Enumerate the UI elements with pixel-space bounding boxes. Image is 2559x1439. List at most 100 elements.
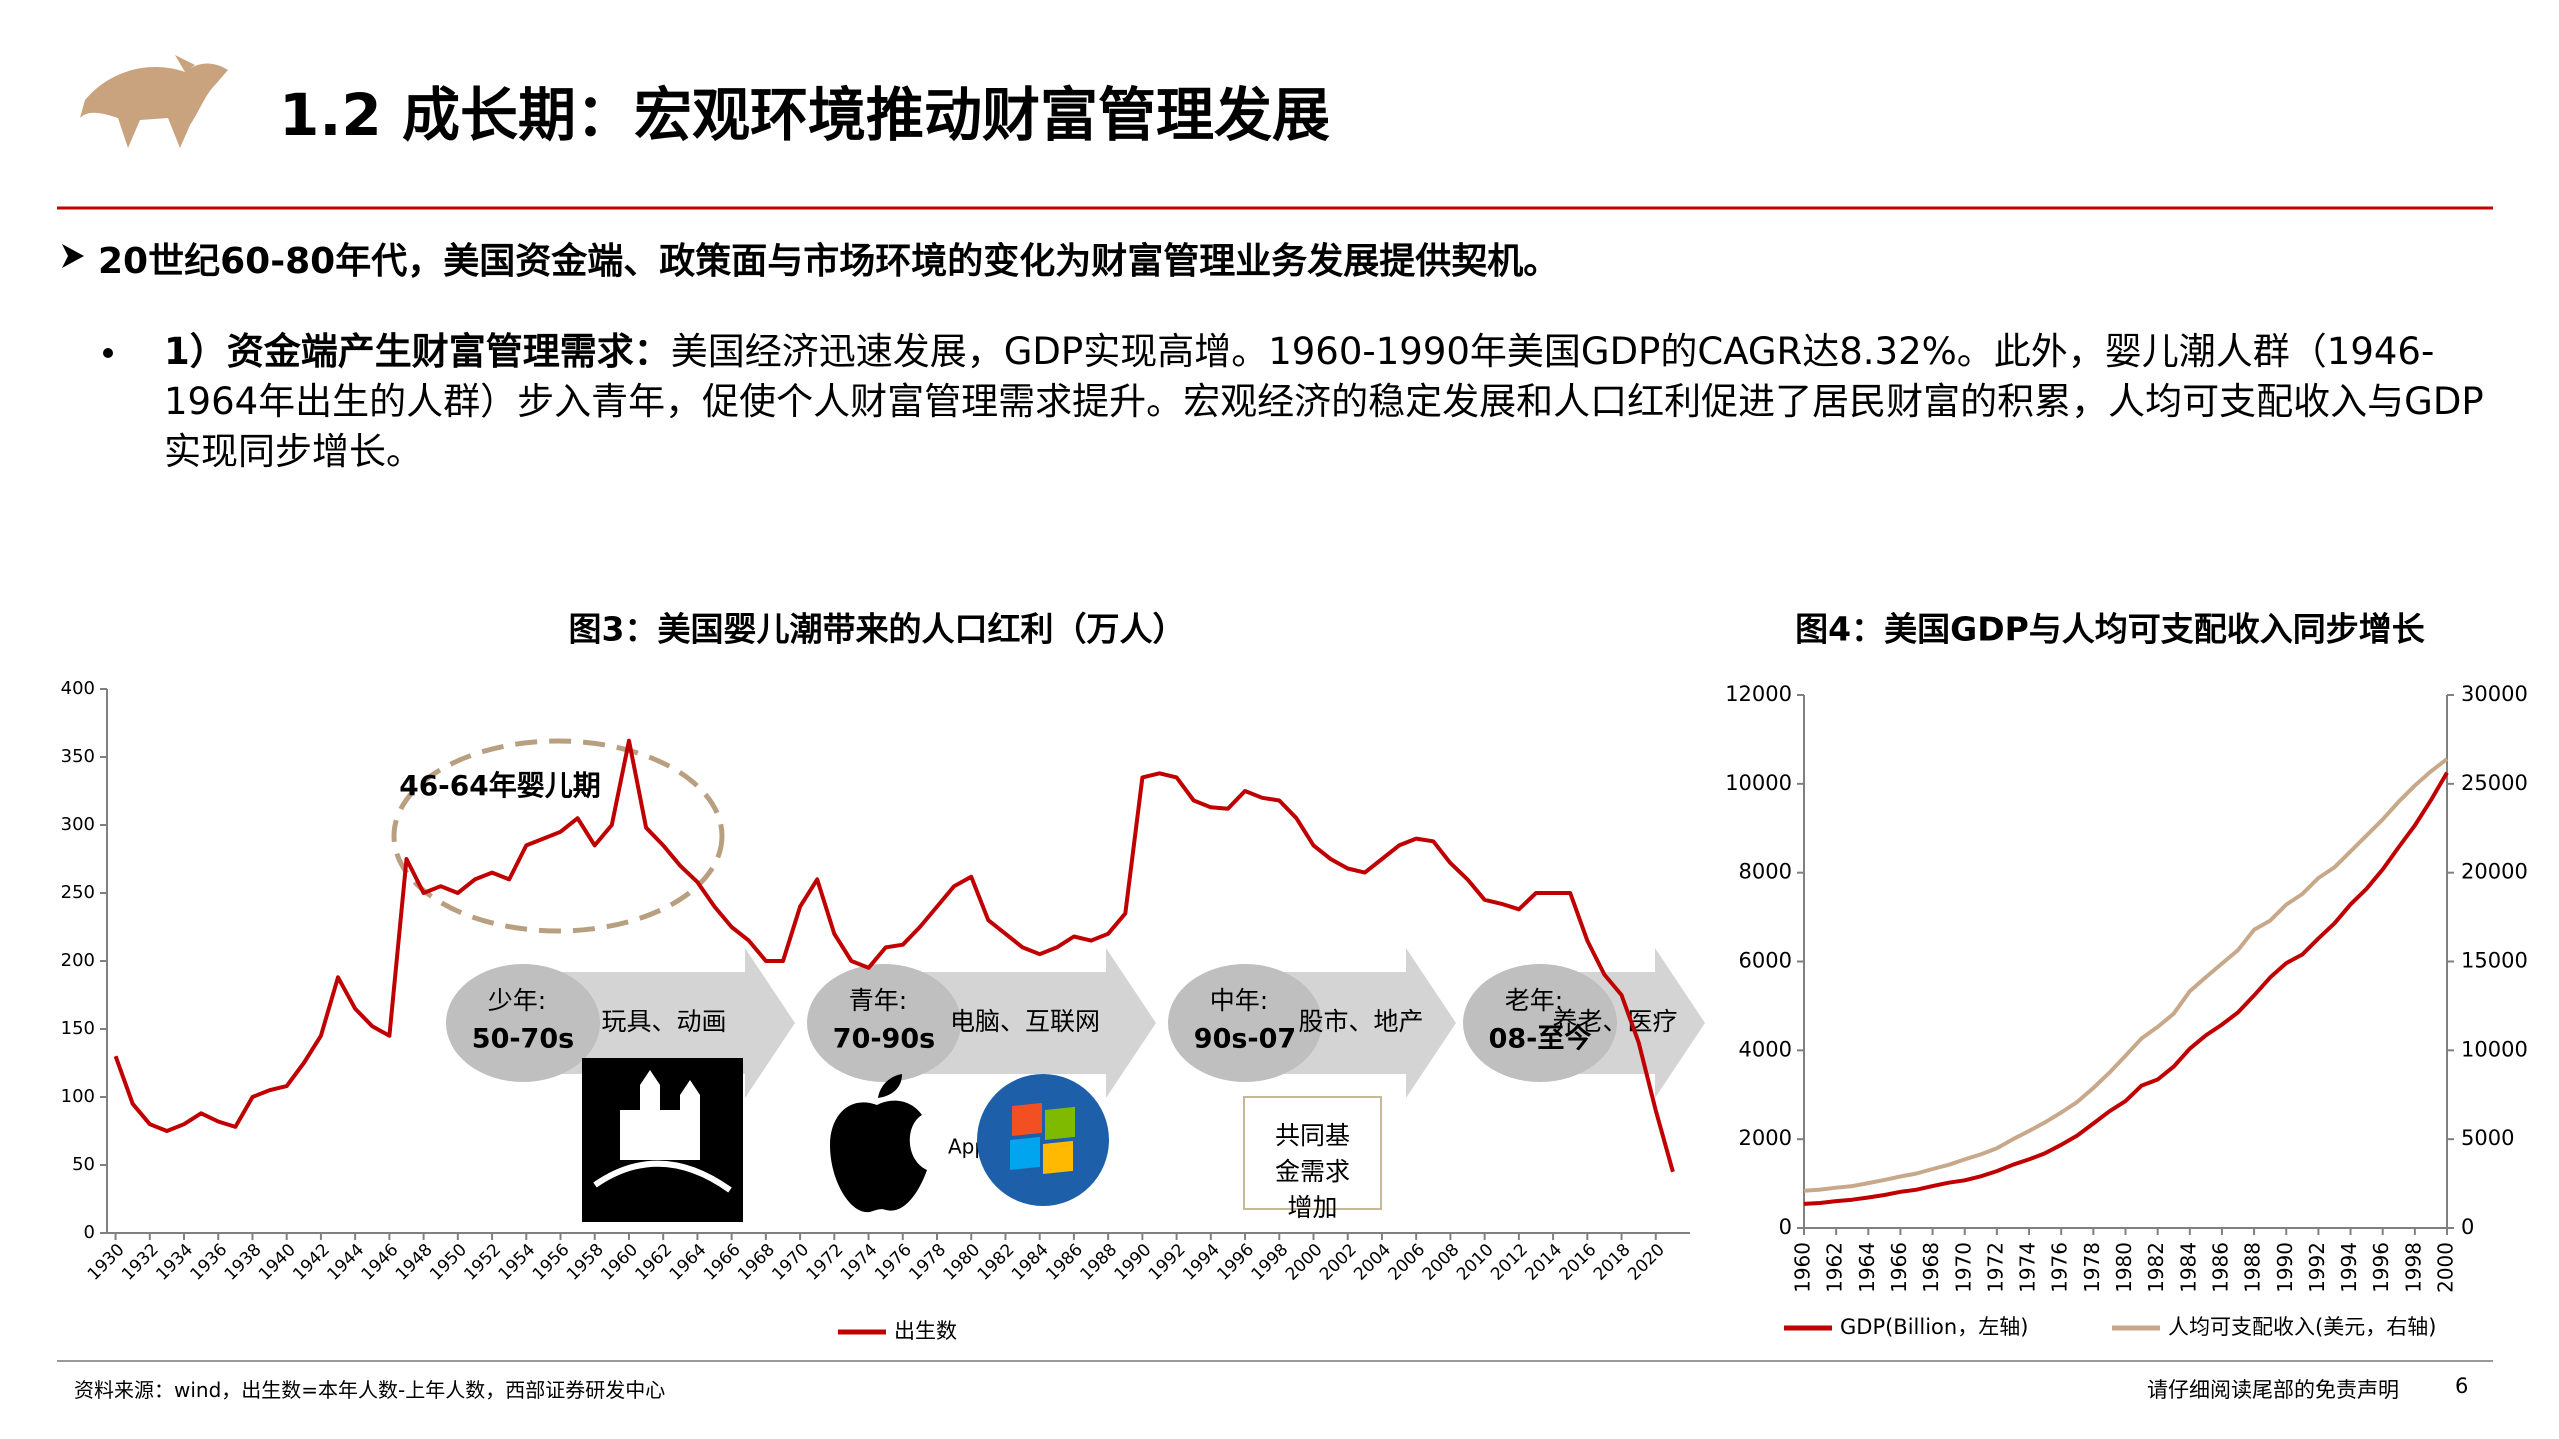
x-tick-label: 1974 xyxy=(2016,1242,2040,1293)
y-tick-label: 8000 xyxy=(1739,860,1792,884)
baby-boom-ring xyxy=(391,738,725,934)
source: 资料来源：wind，出生数=本年人数-上年人数，西部证券研发中心 xyxy=(74,1378,666,1402)
x-tick-label: 1972 xyxy=(803,1240,848,1285)
x-tick-label: 2004 xyxy=(1350,1240,1395,1285)
y2-tick-label: 0 xyxy=(2461,1215,2474,1239)
stage-circle xyxy=(446,964,600,1082)
stage-theme: 股市、地产 xyxy=(1298,1007,1423,1036)
stage-title: 老年: xyxy=(1505,986,1563,1015)
x-tick-label: 1940 xyxy=(255,1240,300,1285)
x-tick-label: 1998 xyxy=(2401,1242,2425,1293)
x-tick-label: 1930 xyxy=(84,1240,129,1285)
y-tick-label: 250 xyxy=(61,882,95,903)
stage-period: 08-至今 xyxy=(1489,1023,1592,1055)
y2-tick-label: 20000 xyxy=(2461,860,2528,884)
stage-title: 青年: xyxy=(849,986,907,1015)
stage-theme: 电脑、互联网 xyxy=(950,1007,1100,1036)
fund-note: 共同基金需求增加 xyxy=(1243,1096,1382,1222)
y-tick-label: 2000 xyxy=(1739,1126,1792,1150)
x-tick-label: 1932 xyxy=(118,1240,163,1285)
stage-title: 少年: xyxy=(488,986,546,1015)
x-tick-label: 1966 xyxy=(700,1240,745,1285)
y2-tick-label: 5000 xyxy=(2461,1126,2514,1150)
y-tick-label: 50 xyxy=(72,1154,95,1175)
x-tick-label: 1968 xyxy=(1919,1242,1943,1293)
stage-period: 90s-07 xyxy=(1194,1024,1296,1055)
x-tick-label: 2012 xyxy=(1487,1240,1532,1285)
x-tick-label: 2000 xyxy=(2434,1242,2458,1293)
x-tick-label: 1962 xyxy=(1823,1242,1847,1293)
x-tick-label: 1984 xyxy=(1008,1240,1053,1285)
windows-pane xyxy=(1043,1140,1073,1174)
x-tick-label: 2010 xyxy=(1453,1240,1498,1285)
chart-title: 图3：美国婴儿潮带来的人口红利（万人） xyxy=(569,610,1186,649)
x-tick-label: 2006 xyxy=(1385,1240,1430,1285)
x-tick-label: 1938 xyxy=(221,1240,266,1285)
x-tick-label: 1948 xyxy=(392,1240,437,1285)
x-tick-label: 1988 xyxy=(2241,1242,2265,1293)
y-tick-label: 300 xyxy=(61,814,95,835)
series-line xyxy=(1803,771,2449,1206)
x-tick-label: 1988 xyxy=(1076,1240,1121,1285)
bullet: 20世纪60-80年代，美国资金端、政策面与市场环境的变化为财富管理业务发展提供… xyxy=(98,241,1560,282)
x-tick-label: 1994 xyxy=(1179,1240,1224,1285)
x-tick-label: 2002 xyxy=(1316,1240,1361,1285)
x-tick-label: 1980 xyxy=(2112,1242,2136,1293)
stage-period: 50-70s xyxy=(472,1024,574,1055)
y-tick-label: 100 xyxy=(61,1086,95,1107)
x-tick-label: 2016 xyxy=(1556,1240,1601,1285)
x-tick-label: 2020 xyxy=(1624,1240,1669,1285)
y-tick-label: 150 xyxy=(61,1018,95,1039)
x-tick-label: 1996 xyxy=(2369,1242,2393,1293)
y-tick-label: 0 xyxy=(1779,1215,1792,1239)
y-tick-label: 10000 xyxy=(1725,771,1792,795)
windows-logo xyxy=(977,1074,1109,1206)
windows-pane xyxy=(1045,1106,1075,1140)
x-tick-label: 1964 xyxy=(666,1240,711,1285)
x-tick-label: 2000 xyxy=(1282,1240,1327,1285)
stage-title: 中年: xyxy=(1210,986,1268,1015)
x-tick-label: 1944 xyxy=(323,1240,368,1285)
stage-arrow xyxy=(884,948,1156,1098)
y-tick-label: 200 xyxy=(61,950,95,971)
x-tick-label: 1936 xyxy=(187,1240,232,1285)
x-tick-label: 2014 xyxy=(1521,1240,1566,1285)
x-tick-label: 1942 xyxy=(289,1240,334,1285)
x-tick-label: 1952 xyxy=(460,1240,505,1285)
x-tick-label: 1998 xyxy=(1248,1240,1293,1285)
x-tick-label: 1950 xyxy=(426,1240,471,1285)
apple-logo xyxy=(830,1074,927,1213)
logo xyxy=(80,55,228,148)
baby-boom-label: 46-64年婴儿期 xyxy=(399,769,601,802)
stage-theme: 养老、医疗 xyxy=(1552,1007,1677,1036)
x-tick-label: 1958 xyxy=(563,1240,608,1285)
page-number: 6 xyxy=(2455,1374,2469,1398)
x-tick-label: 1970 xyxy=(768,1240,813,1285)
x-tick-label: 1968 xyxy=(734,1240,779,1285)
y2-tick-label: 10000 xyxy=(2461,1037,2528,1061)
x-tick-label: 1990 xyxy=(1111,1240,1156,1285)
bullet-arrow xyxy=(62,244,84,268)
stage-circle xyxy=(807,964,961,1082)
y-tick-label: 12000 xyxy=(1725,682,1792,706)
legend-label: GDP(Billion，左轴) xyxy=(1840,1315,2028,1339)
paragraph-lead: 1）资金端产生财富管理需求： xyxy=(164,330,671,373)
x-tick-label: 1986 xyxy=(2208,1242,2232,1293)
legend-label: 出生数 xyxy=(894,1319,957,1343)
series-line xyxy=(113,738,1675,1173)
x-tick-label: 1934 xyxy=(152,1240,197,1285)
x-tick-label: 1960 xyxy=(1791,1242,1815,1293)
y-tick-label: 6000 xyxy=(1739,949,1792,973)
x-tick-label: 1990 xyxy=(2273,1242,2297,1293)
x-tick-label: 1978 xyxy=(905,1240,950,1285)
x-tick-label: 1992 xyxy=(2305,1242,2329,1293)
x-tick-label: 1962 xyxy=(632,1240,677,1285)
disney-castle xyxy=(620,1070,700,1160)
x-tick-label: 1966 xyxy=(1887,1242,1911,1293)
y-tick-label: 400 xyxy=(61,678,95,699)
x-tick-label: 1972 xyxy=(1983,1242,2007,1293)
x-tick-label: 1986 xyxy=(1042,1240,1087,1285)
stage-theme: 玩具、动画 xyxy=(601,1007,726,1036)
